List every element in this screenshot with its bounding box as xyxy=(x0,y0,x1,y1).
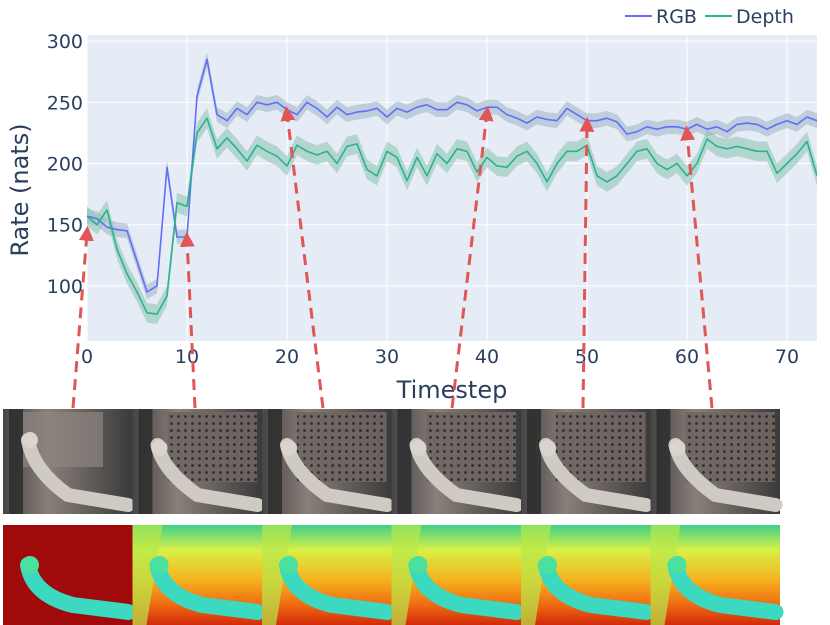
timestep-arrows xyxy=(71,105,714,409)
depth-frame xyxy=(391,525,525,625)
y-tick-label: 100 xyxy=(47,276,83,298)
rgb-frame xyxy=(132,409,265,514)
x-tick-label: 70 xyxy=(775,346,799,368)
rgb-frame-strip xyxy=(3,409,783,514)
plot-area xyxy=(87,35,817,341)
x-tick-label: 20 xyxy=(275,346,299,368)
legend-rgb-label: RGB xyxy=(656,6,697,28)
depth-frame xyxy=(132,525,266,625)
rgb-frame xyxy=(3,409,135,514)
arrow-t60 xyxy=(680,125,714,409)
depth-frame-strip xyxy=(3,525,784,625)
title-clipped xyxy=(0,0,1,1)
confidence-bands xyxy=(87,52,817,324)
x-tick-label: 50 xyxy=(575,346,599,368)
x-axis-title: Timestep xyxy=(396,376,508,404)
depth-frame xyxy=(650,525,784,625)
depth-frame xyxy=(521,525,654,625)
y-axis-title: Rate (nats) xyxy=(6,123,34,256)
x-tick-label: 0 xyxy=(81,346,93,368)
legend: RGB Depth xyxy=(625,6,794,28)
legend-depth-label: Depth xyxy=(736,6,794,28)
x-tick-label: 10 xyxy=(175,346,199,368)
arrow-t10 xyxy=(179,231,197,409)
x-tick-label: 60 xyxy=(675,346,699,368)
arrow-t40 xyxy=(450,105,494,409)
arrow-t50 xyxy=(579,116,595,409)
x-tick-label: 30 xyxy=(375,346,399,368)
band-rgb xyxy=(87,52,817,300)
band-depth xyxy=(87,108,817,324)
line-depth xyxy=(86,117,818,315)
y-tick-label: 150 xyxy=(47,215,83,237)
rgb-frame xyxy=(391,409,524,514)
series-lines xyxy=(86,25,830,355)
rgb-frame xyxy=(521,409,653,514)
depth-frame xyxy=(3,525,136,625)
x-axis-ticks: 0 10 20 30 40 50 60 70 xyxy=(81,346,799,368)
y-tick-label: 250 xyxy=(47,92,83,114)
y-tick-label: 200 xyxy=(47,154,83,176)
rgb-frame xyxy=(262,409,394,514)
x-tick-label: 40 xyxy=(475,346,499,368)
arrow-t0 xyxy=(71,225,94,409)
rgb-frame xyxy=(650,409,783,514)
line-rgb xyxy=(86,58,818,293)
y-axis-ticks: 100 150 200 250 300 xyxy=(47,31,83,298)
y-tick-label: 300 xyxy=(47,31,83,53)
depth-frame xyxy=(262,525,395,625)
arrow-t20 xyxy=(280,105,325,409)
plot-right-mask xyxy=(817,25,830,355)
